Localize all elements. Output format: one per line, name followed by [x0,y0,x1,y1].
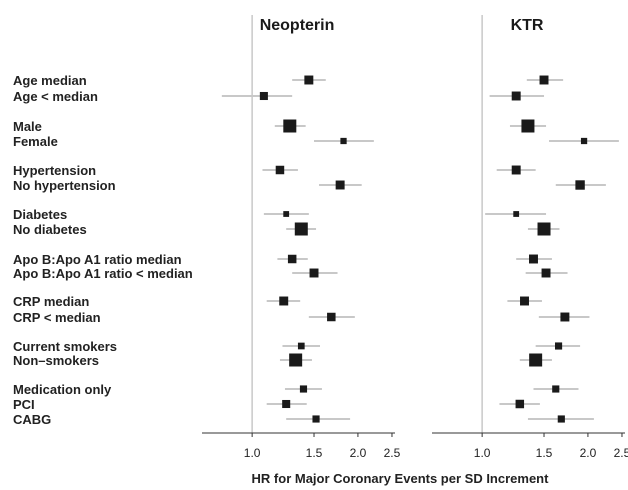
row-label: No diabetes [13,222,87,237]
x-tick-label: 2.0 [350,446,367,460]
point-estimate [521,119,535,133]
panel-title-neopterin: Neopterin [260,17,335,34]
row-label: Non–smokers [13,353,99,368]
row-label: Apo B:Apo A1 ratio median [13,252,182,267]
row-label: Apo B:Apo A1 ratio < median [13,266,193,281]
row-label: Hypertension [13,163,96,178]
point-estimate [580,137,588,145]
point-estimate [287,254,297,264]
point-estimate [557,415,565,423]
x-tick-label: 2.5 [384,446,401,460]
row-label: Age < median [13,89,98,104]
x-tick-label: 2.5 [614,446,628,460]
point-estimate [304,75,314,85]
point-estimate [520,296,529,306]
point-estimate [335,180,345,190]
point-estimate [539,75,549,85]
point-estimate [309,268,319,278]
panel-neopterin: Neopterin 1.0 1.5 2.0 2.5 [202,15,401,460]
row-label: Male [13,119,42,134]
point-estimate [289,353,303,367]
panel-title-ktr: KTR [511,17,544,34]
x-tick-label: 2.0 [580,446,597,460]
point-estimate [529,254,538,264]
point-estimate [282,399,291,409]
point-estimate [552,385,560,393]
row-label: Age median [13,73,87,88]
x-tick-label: 1.5 [536,446,553,460]
x-tick-label: 1.0 [474,446,491,460]
point-estimate [294,222,308,236]
point-estimate [529,353,543,367]
point-estimate [554,342,563,350]
row-label: CABG [13,412,51,427]
row-label: PCI [13,397,35,412]
point-estimate [312,415,320,423]
point-estimate [541,268,551,278]
point-estimate [515,399,525,409]
x-axis-label: HR for Major Coronary Events per SD Incr… [252,471,550,486]
point-estimate [513,211,520,217]
panel-ktr: KTR 1.0 1.5 2.0 2.5 [432,15,628,460]
point-estimate [560,312,570,322]
point-estimate [327,312,336,322]
point-estimate [283,119,297,133]
point-estimate [575,180,585,190]
row-label: Diabetes [13,207,67,222]
point-estimate [297,342,305,350]
point-estimate [279,296,289,306]
point-estimate [299,385,308,393]
x-tick-label: 1.0 [244,446,261,460]
point-estimate [283,211,290,217]
point-estimate [340,137,347,145]
point-estimate [259,91,268,101]
row-label: CRP median [13,294,89,309]
point-estimate [537,222,551,236]
row-label: CRP < median [13,310,101,325]
point-estimate [511,165,521,175]
point-estimate [275,165,285,175]
x-tick-label: 1.5 [306,446,323,460]
row-label: Medication only [13,382,112,397]
row-label: No hypertension [13,178,116,193]
point-estimate [511,91,521,101]
row-label: Current smokers [13,339,117,354]
row-label: Female [13,134,58,149]
